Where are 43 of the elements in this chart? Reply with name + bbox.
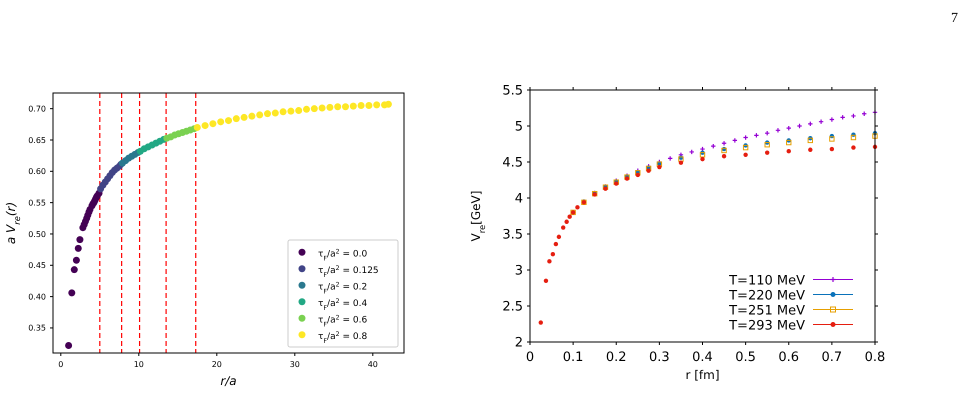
x-tick-label: 0.2 bbox=[606, 350, 627, 365]
y-tick-label: 0.40 bbox=[28, 292, 46, 302]
x-tick-label: 0.3 bbox=[649, 350, 670, 365]
x-tick-label: 0.7 bbox=[822, 350, 842, 365]
x-axis-title: r/a bbox=[220, 374, 237, 388]
x-tick-label: 0.5 bbox=[735, 350, 756, 365]
y-tick-label: 0.60 bbox=[28, 167, 46, 176]
legend-label: τ$_{F}$/a$^{2}$ = 0.125 bbox=[318, 264, 379, 278]
y-tick-label: 4.5 bbox=[502, 156, 523, 171]
legend-label: T=251 MeV bbox=[728, 304, 806, 318]
x-tick-label: 0 bbox=[526, 350, 534, 365]
x-tick-label: 0 bbox=[58, 360, 64, 369]
legend-label: T=110 MeV bbox=[728, 274, 806, 288]
y-tick-label: 0.35 bbox=[28, 324, 46, 333]
x-tick-label: 20 bbox=[212, 360, 222, 369]
y-tick-label: 3 bbox=[514, 264, 523, 279]
y-tick-label: 5.5 bbox=[502, 84, 523, 99]
y-tick-label: 2.5 bbox=[502, 300, 523, 315]
y-tick-label: 5 bbox=[514, 120, 523, 135]
legend-label: T=220 MeV bbox=[728, 288, 806, 304]
legend-label: τ$_{F}$/a$^{2}$ = 0.6 bbox=[318, 314, 368, 328]
legend-label: τ$_{F}$/a$^{2}$ = 0.4 bbox=[318, 297, 368, 312]
y-tick-label: 0.70 bbox=[28, 104, 46, 114]
legend-label: τ$_{F}$/a$^{2}$ = 0.8 bbox=[318, 330, 368, 344]
x-tick-label: 0.4 bbox=[692, 350, 713, 365]
y-tick-label: 4 bbox=[514, 192, 523, 207]
x-tick-label: 10 bbox=[134, 360, 144, 369]
x-tick-label: 0.6 bbox=[778, 350, 800, 365]
y-tick-label: 0.65 bbox=[28, 136, 46, 145]
legend-label: T=293 MeV bbox=[728, 318, 806, 334]
y-tick-label: 0.50 bbox=[28, 230, 46, 239]
x-tick-label: 30 bbox=[290, 360, 300, 369]
y-tick-label: 0.55 bbox=[28, 198, 46, 208]
legend-label: τ$_{F}$/a$^{2}$ = 0.2 bbox=[318, 280, 368, 295]
y-tick-label: 3.5 bbox=[502, 228, 523, 243]
x-tick-label: 0.8 bbox=[864, 350, 886, 365]
x-tick-label: 0.1 bbox=[562, 350, 584, 365]
legend-label: τ$_{F}$/a$^{2}$ = 0.0 bbox=[318, 248, 368, 262]
x-axis-title: r [fm] bbox=[685, 368, 720, 382]
y-tick-label: 2 bbox=[514, 336, 523, 351]
x-tick-label: 40 bbox=[368, 360, 378, 369]
text: 7 bbox=[951, 11, 958, 26]
y-tick-label: 0.45 bbox=[28, 261, 46, 270]
